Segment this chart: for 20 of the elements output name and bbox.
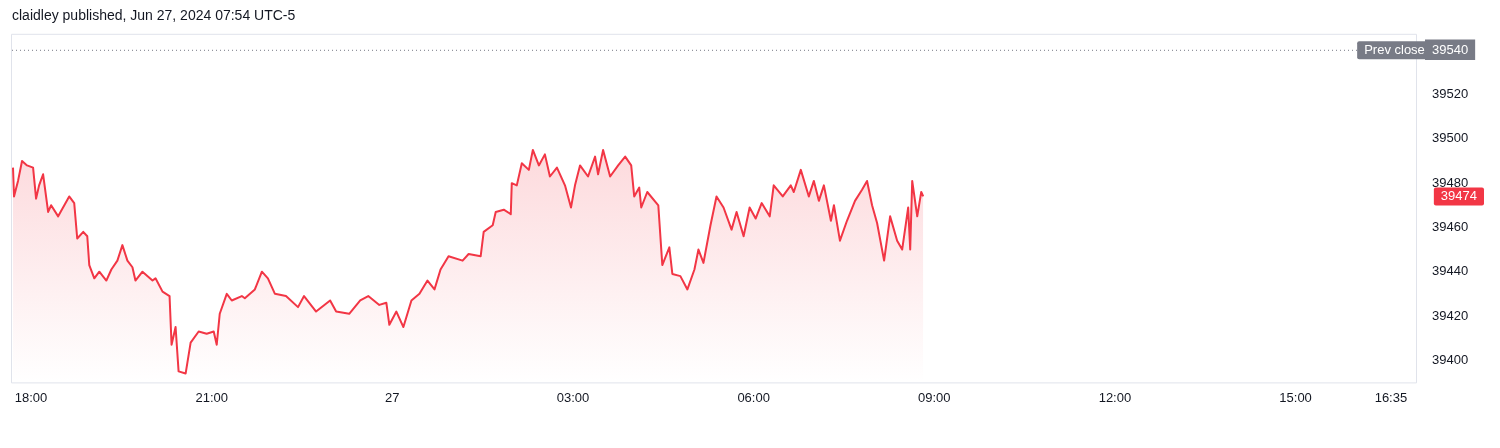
- ref-line-label: Prev close: [1364, 41, 1425, 57]
- y-tick-label: 39460: [1432, 219, 1469, 234]
- x-tick-label: 15:00: [1279, 389, 1312, 405]
- y-tick-label: 39540: [1432, 41, 1469, 57]
- y-tick-label: 39480: [1432, 174, 1469, 190]
- y-tick-label: 39420: [1432, 307, 1469, 323]
- x-tick-label: 06:00: [737, 389, 770, 405]
- text: 39474: [1440, 188, 1478, 203]
- x-tick-label: 12:00: [1098, 389, 1132, 405]
- x-tick-label: 03:00: [556, 389, 590, 405]
- x-tick-label: 27: [385, 389, 400, 405]
- x-tick-label: 18:00: [14, 389, 48, 405]
- x-tick-label: 16:35: [1374, 389, 1408, 405]
- chart-title: claidley published, Jun 27, 2024 07:54 UTC-5: [12, 7, 296, 24]
- y-tick-label: 39500: [1432, 130, 1469, 146]
- x-tick-label: 09:00: [918, 389, 951, 405]
- y-tick-label: 39400: [1432, 351, 1469, 367]
- x-tick-label: 21:00: [195, 389, 228, 405]
- y-tick-label: 39440: [1432, 263, 1469, 279]
- y-tick-label: 39520: [1432, 86, 1469, 102]
